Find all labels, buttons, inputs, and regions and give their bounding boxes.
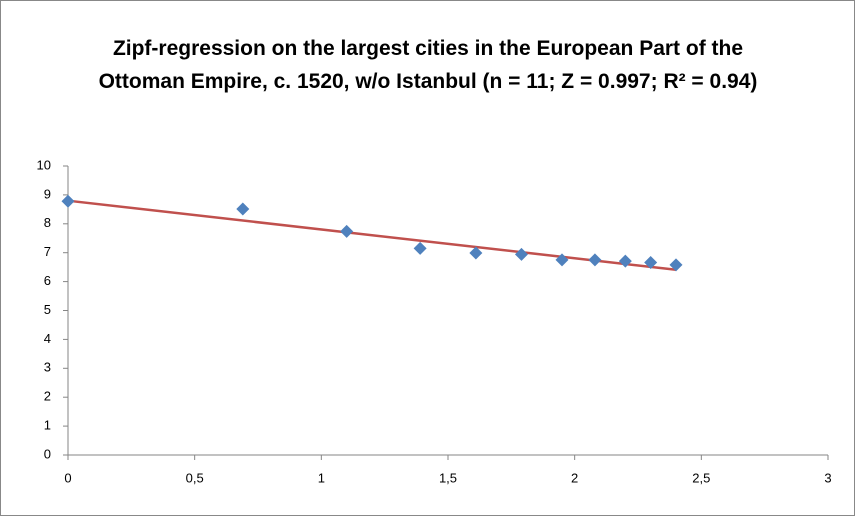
- y-tick-label: 6: [44, 273, 51, 288]
- y-tick-label: 3: [44, 360, 51, 375]
- data-point: [340, 224, 354, 238]
- x-tick-label: 0: [64, 470, 71, 485]
- data-point: [618, 254, 632, 268]
- data-point: [413, 241, 427, 255]
- x-tick-label: 2,5: [692, 470, 710, 485]
- y-tick-label: 1: [44, 418, 51, 433]
- data-point: [236, 202, 250, 216]
- y-tick-label: 7: [44, 244, 51, 259]
- y-tick-label: 9: [44, 186, 51, 201]
- x-tick-label: 1,5: [439, 470, 457, 485]
- trendline: [67, 199, 677, 271]
- data-point: [514, 247, 528, 261]
- y-tick-label: 10: [37, 157, 51, 172]
- y-tick-label: 2: [44, 389, 51, 404]
- data-point: [469, 246, 483, 260]
- y-tick-label: 0: [44, 446, 51, 461]
- chart-title: Zipf-regression on the largest cities in…: [98, 37, 758, 93]
- x-tick-label: 0,5: [186, 470, 204, 485]
- x-tick-label: 1: [318, 470, 325, 485]
- y-tick-label: 8: [44, 215, 51, 230]
- data-point: [555, 253, 569, 267]
- data-point: [644, 256, 658, 270]
- data-point: [588, 253, 602, 267]
- data-point: [669, 258, 683, 272]
- y-tick-label: 5: [44, 302, 51, 317]
- data-point: [61, 194, 75, 208]
- x-tick-label: 2: [571, 470, 578, 485]
- x-tick-label: 3: [824, 470, 831, 485]
- y-tick-label: 4: [44, 331, 51, 346]
